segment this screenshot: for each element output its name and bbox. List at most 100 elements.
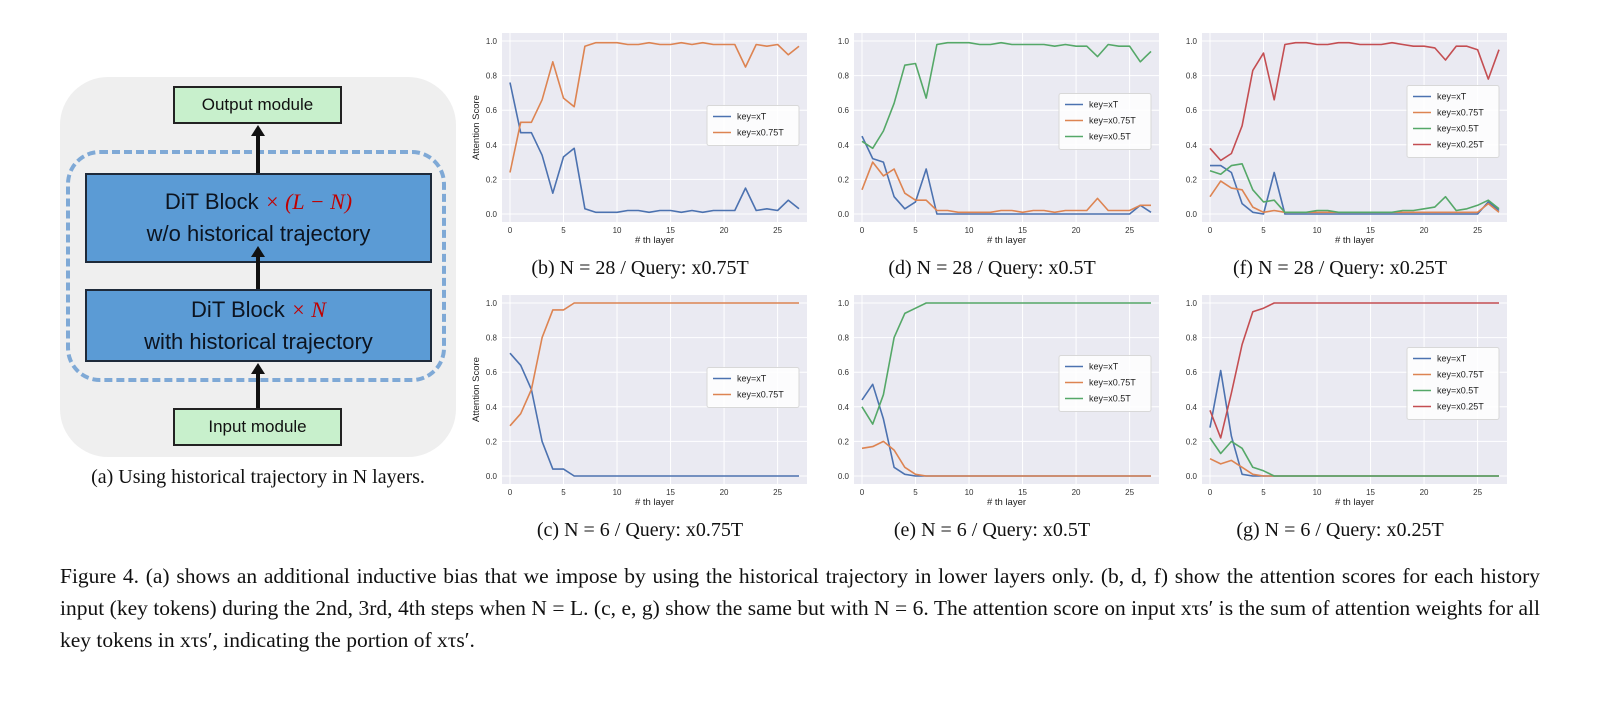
y-tick-label: 0.0 <box>1186 472 1198 481</box>
y-tick-label: 0.2 <box>1186 437 1198 446</box>
legend-entry: key=x0.75T <box>737 390 784 400</box>
dit-block-top-title: DiT Block <box>164 189 259 214</box>
y-tick-label: 0.8 <box>486 72 498 81</box>
arrow-from-input <box>251 363 265 419</box>
legend-entry: key=x0.75T <box>1437 108 1484 118</box>
series-line-key=x0.5T <box>1209 163 1500 214</box>
y-tick-label: 0.2 <box>486 175 498 184</box>
legend-entry: key=xT <box>737 374 767 384</box>
x-tick-label: 10 <box>965 226 974 235</box>
legend-entry: key=x0.5T <box>1437 386 1479 396</box>
x-tick-label: 0 <box>508 226 513 235</box>
caption-a: (a) Using historical trajectory in N lay… <box>91 466 425 488</box>
legend-entry: key=xT <box>1089 362 1119 372</box>
dit-block-top: DiT Block × (L − N) w/o historical traje… <box>85 173 432 263</box>
x-tick-label: 5 <box>913 488 918 497</box>
caption-d: (d) N = 28 / Query: x0.5T <box>888 257 1096 279</box>
arrow-between-blocks <box>251 246 265 290</box>
y-tick-label: 0.6 <box>1186 106 1198 115</box>
x-axis-label: # th layer <box>635 235 674 246</box>
series-line-key=xT <box>509 352 799 477</box>
legend-entry: key=x0.75T <box>1437 370 1484 380</box>
legend: key=xT key=x0.75T key=x0.5T key=x0.25T <box>1406 347 1500 420</box>
y-tick-label: 0.8 <box>486 334 498 343</box>
dit-block-top-mult: × (L − N) <box>264 189 353 214</box>
x-tick-label: 0 <box>1208 226 1213 235</box>
chart-b: 0.0 0.2 0.4 0.6 0.8 1.0 0 5 10 15 20 25 # th layer At… <box>471 33 807 246</box>
series-line-key=x0.75T <box>509 41 800 173</box>
y-tick-label: 0.8 <box>838 72 850 81</box>
x-tick-label: 10 <box>613 488 622 497</box>
legend-entry: key=xT <box>1437 354 1467 364</box>
x-tick-label: 10 <box>613 226 622 235</box>
legend-entry: key=x0.25T <box>1437 140 1484 150</box>
series-line-key=x0.75T <box>861 161 1151 214</box>
arrow-to-output <box>251 125 265 183</box>
legend: key=xT key=x0.75T <box>706 105 800 146</box>
y-tick-label: 1.0 <box>838 37 850 46</box>
series-line-key=x0.75T <box>861 440 1151 477</box>
y-tick-label: 0.8 <box>1186 334 1198 343</box>
x-axis-label: # th layer <box>635 497 674 508</box>
y-tick-label: 0.6 <box>486 106 498 115</box>
caption-c: (c) N = 6 / Query: x0.75T <box>536 519 744 541</box>
y-tick-label: 0.6 <box>486 368 498 377</box>
y-tick-label: 0.0 <box>1186 210 1198 219</box>
legend-box <box>706 367 800 408</box>
series-line-key=xT <box>1210 164 1500 215</box>
x-tick-label: 20 <box>720 226 729 235</box>
legend: key=xT key=x0.75T key=x0.5T key=x0.25T <box>1406 85 1500 158</box>
x-tick-label: 10 <box>1313 226 1322 235</box>
y-tick-label: 1.0 <box>486 37 498 46</box>
x-tick-label: 25 <box>1125 226 1134 235</box>
series-line-key=x0.75T <box>509 302 799 427</box>
x-tick-label: 15 <box>666 226 675 235</box>
series-line-key=x0.5T <box>861 41 1152 150</box>
legend: key=xT key=x0.75T <box>706 367 800 408</box>
legend-entry: key=x0.5T <box>1437 124 1479 134</box>
x-axis-label: # th layer <box>987 497 1026 508</box>
output-module-label: Output module <box>201 95 314 114</box>
x-tick-label: 20 <box>1420 226 1429 235</box>
x-tick-label: 20 <box>1072 226 1081 235</box>
x-tick-label: 15 <box>1366 488 1375 497</box>
legend-entry: key=x0.5T <box>1089 394 1131 404</box>
x-tick-label: 25 <box>1125 488 1134 497</box>
y-tick-label: 0.0 <box>838 472 850 481</box>
y-tick-label: 0.2 <box>838 437 850 446</box>
caption-e: (e) N = 6 / Query: x0.5T <box>893 519 1091 541</box>
x-tick-label: 20 <box>720 488 729 497</box>
x-tick-label: 5 <box>1261 226 1266 235</box>
y-tick-label: 0.0 <box>486 210 498 219</box>
y-tick-label: 0.6 <box>838 106 850 115</box>
y-tick-label: 0.2 <box>1186 175 1198 184</box>
output-module: Output module <box>173 86 342 124</box>
x-tick-label: 15 <box>1018 226 1027 235</box>
x-tick-label: 15 <box>666 488 675 497</box>
y-tick-label: 0.8 <box>838 334 850 343</box>
legend-entry: key=xT <box>737 112 767 122</box>
legend-box <box>1058 355 1152 412</box>
caption-g: (g) N = 6 / Query: x0.25T <box>1236 519 1444 541</box>
legend-box <box>706 105 800 146</box>
input-module-label: Input module <box>208 417 307 436</box>
y-tick-label: 0.2 <box>838 175 850 184</box>
y-tick-label: 0.6 <box>1186 368 1198 377</box>
y-tick-label: 0.4 <box>838 141 850 150</box>
x-tick-label: 5 <box>561 226 566 235</box>
legend-box <box>1406 347 1500 420</box>
legend-entry: key=x0.5T <box>1089 132 1131 142</box>
y-tick-label: 0.2 <box>486 437 498 446</box>
y-tick-label: 0.0 <box>838 210 850 219</box>
y-tick-label: 0.8 <box>1186 72 1198 81</box>
y-tick-label: 0.4 <box>1186 141 1198 150</box>
y-tick-label: 1.0 <box>1186 299 1198 308</box>
x-tick-label: 10 <box>965 488 974 497</box>
legend-entry: key=xT <box>1437 92 1467 102</box>
series-line-key=xT <box>509 82 800 214</box>
legend: key=xT key=x0.75T key=x0.5T <box>1058 93 1152 150</box>
chart-f: 0.0 0.2 0.4 0.6 0.8 1.0 0 5 10 15 20 25 # th layer ke… <box>1186 33 1507 246</box>
legend-entry: key=x0.25T <box>1437 402 1484 412</box>
x-tick-label: 25 <box>1473 488 1482 497</box>
x-tick-label: 0 <box>860 488 865 497</box>
